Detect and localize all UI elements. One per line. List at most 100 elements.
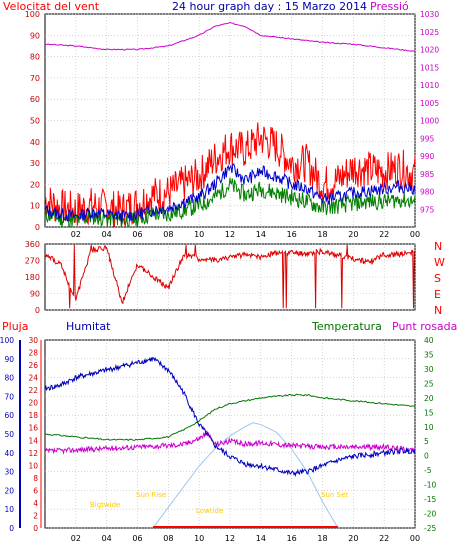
wind-speed-axis-title: Velocitat del vent (3, 0, 100, 13)
x-tick-bottom-08: 08 (163, 534, 173, 543)
rain-axis-title: Pluja (2, 320, 28, 333)
x-tick-top-20: 20 (348, 230, 358, 239)
y-tick-pressure-1020: 1020 (420, 46, 439, 55)
y-tick-rain-14: 14 (28, 436, 38, 445)
wind-average-line (44, 163, 416, 223)
y-tick-temperature-15: 15 (424, 408, 434, 417)
pressure-line (44, 21, 416, 52)
y-tick-wind-80: 80 (30, 53, 40, 62)
y-tick-wind-20: 20 (30, 180, 40, 189)
y-tick-temperature-35: 35 (424, 350, 434, 359)
y-tick-pressure-975: 975 (420, 205, 435, 214)
y-tick-humidity-70: 70 (4, 392, 14, 401)
y-tick-temperature--25: -25 (424, 524, 436, 533)
annotation-lowtide: Lowtide (196, 507, 223, 515)
y-tick-humidity-80: 80 (4, 374, 14, 383)
annotation-sun-set: Sun Set (321, 491, 348, 499)
direction-labels: N W S E N (434, 240, 445, 317)
x-tick-bottom-14: 14 (256, 534, 266, 543)
y-tick-pressure-1025: 1025 (420, 28, 439, 37)
wind-gust-line (44, 122, 416, 228)
x-tick-top-14: 14 (256, 230, 266, 239)
y-tick-temperature--10: -10 (424, 481, 436, 490)
x-tick-bottom-04: 04 (102, 534, 112, 543)
y-tick-rain-12: 12 (28, 449, 38, 458)
y-tick-wind-30: 30 (30, 159, 40, 168)
x-tick-top-06: 06 (132, 230, 142, 239)
y-tick-rain-2: 2 (33, 511, 38, 520)
direction-label-w: W (434, 256, 445, 269)
y-tick-temperature--20: -20 (424, 510, 436, 519)
humidity-line (44, 356, 416, 478)
y-tick-temperature-40: 40 (424, 336, 434, 345)
y-tick-wind-10: 10 (30, 202, 40, 211)
x-tick-bottom-20: 20 (348, 534, 358, 543)
annotation-twilight: Bigtwide (90, 501, 120, 509)
temperature-line (44, 393, 416, 442)
annotation-sun-rise: Sun Rise (136, 491, 166, 499)
y-tick-temperature-10: 10 (424, 423, 434, 432)
y-tick-temperature--5: -5 (424, 466, 432, 475)
y-tick-rain-4: 4 (33, 499, 38, 508)
direction-label-n-bottom: N (434, 304, 442, 317)
y-tick-rain-24: 24 (28, 374, 38, 383)
y-tick-direction-360: 360 (25, 240, 40, 249)
y-tick-humidity-0: 0 (9, 524, 14, 533)
y-tick-pressure-985: 985 (420, 170, 435, 179)
dewpoint-axis-title: Punt rosada (392, 320, 457, 333)
x-tick-top-00: 00 (410, 230, 420, 239)
y-tick-wind-0: 0 (35, 223, 40, 232)
y-tick-rain-20: 20 (28, 399, 38, 408)
x-tick-bottom-06: 06 (132, 534, 142, 543)
y-tick-temperature-25: 25 (424, 379, 434, 388)
solar-curve (152, 422, 339, 529)
y-tick-humidity-100: 100 (0, 336, 14, 345)
y-tick-temperature-5: 5 (424, 437, 429, 446)
y-tick-wind-70: 70 (30, 74, 40, 83)
y-tick-pressure-995: 995 (420, 134, 435, 143)
y-tick-rain-6: 6 (33, 486, 38, 495)
y-tick-temperature-20: 20 (424, 394, 434, 403)
y-tick-wind-100: 100 (25, 10, 40, 19)
y-tick-temperature--15: -15 (424, 495, 436, 504)
y-tick-rain-16: 16 (28, 424, 38, 433)
y-tick-pressure-1010: 1010 (420, 81, 439, 90)
x-tick-top-12: 12 (225, 230, 235, 239)
y-tick-rain-18: 18 (28, 411, 38, 420)
x-tick-bottom-02: 02 (71, 534, 81, 543)
y-tick-humidity-10: 10 (4, 505, 14, 514)
series-layer (44, 21, 416, 529)
y-tick-pressure-990: 990 (420, 152, 435, 161)
y-tick-rain-30: 30 (28, 336, 38, 345)
direction-label-n-top: N (434, 240, 442, 253)
x-tick-bottom-10: 10 (194, 534, 204, 543)
y-tick-wind-60: 60 (30, 95, 40, 104)
annotations: Bigtwide Sun Rise Lowtide Sun Set (90, 491, 348, 515)
humidity-axis-title: Humitat (66, 320, 111, 333)
y-tick-direction-0: 0 (35, 306, 40, 315)
x-tick-top-16: 16 (287, 230, 297, 239)
x-tick-top-22: 22 (379, 230, 389, 239)
y-tick-rain-28: 28 (28, 349, 38, 358)
x-tick-bottom-22: 22 (379, 534, 389, 543)
y-tick-rain-22: 22 (28, 386, 38, 395)
x-tick-bottom-18: 18 (317, 534, 327, 543)
y-tick-humidity-90: 90 (4, 355, 14, 364)
y-tick-humidity-60: 60 (4, 411, 14, 420)
y-tick-rain-10: 10 (28, 461, 38, 470)
y-tick-direction-180: 180 (25, 273, 40, 282)
y-tick-direction-90: 90 (30, 290, 40, 299)
direction-label-s: S (434, 272, 441, 285)
x-tick-bottom-16: 16 (287, 534, 297, 543)
wind-direction-line (44, 244, 415, 309)
y-tick-rain-26: 26 (28, 361, 38, 370)
y-tick-humidity-40: 40 (4, 449, 14, 458)
y-tick-humidity-20: 20 (4, 486, 14, 495)
pressure-axis-title: Pressió (370, 0, 409, 13)
y-tick-wind-40: 40 (30, 138, 40, 147)
x-tick-top-10: 10 (194, 230, 204, 239)
y-tick-pressure-1015: 1015 (420, 63, 439, 72)
y-tick-humidity-30: 30 (4, 468, 14, 477)
y-tick-temperature-30: 30 (424, 365, 434, 374)
